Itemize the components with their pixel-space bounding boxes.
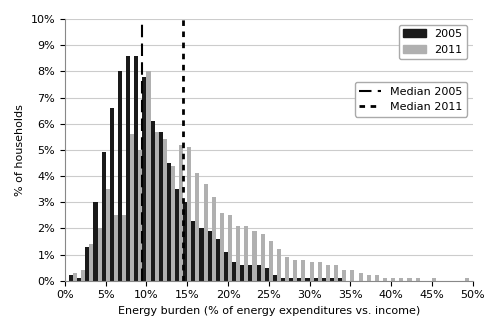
Bar xyxy=(130,134,134,281)
Y-axis label: % of households: % of households xyxy=(15,104,25,196)
Bar xyxy=(90,244,94,281)
Bar xyxy=(94,202,98,281)
Bar xyxy=(228,215,232,281)
Bar xyxy=(269,241,273,281)
Bar xyxy=(318,262,322,281)
Bar xyxy=(200,228,203,281)
Bar xyxy=(252,231,256,281)
Bar xyxy=(408,278,412,281)
Bar xyxy=(77,278,81,281)
Bar xyxy=(204,184,208,281)
Bar xyxy=(240,265,244,281)
Bar xyxy=(432,278,436,281)
Bar xyxy=(150,121,154,281)
Bar xyxy=(248,265,252,281)
Bar xyxy=(142,76,146,281)
Bar xyxy=(273,275,277,281)
Bar xyxy=(126,56,130,281)
Bar xyxy=(158,131,163,281)
Bar xyxy=(281,278,285,281)
Bar xyxy=(342,270,346,281)
Legend: Median 2005, Median 2011: Median 2005, Median 2011 xyxy=(355,82,467,117)
Bar xyxy=(232,262,236,281)
Bar xyxy=(264,268,269,281)
Bar xyxy=(110,108,114,281)
Bar xyxy=(314,278,318,281)
Bar xyxy=(196,173,200,281)
Bar xyxy=(334,265,338,281)
Bar xyxy=(86,247,89,281)
Bar xyxy=(310,262,314,281)
Bar xyxy=(73,273,77,281)
Bar xyxy=(183,202,187,281)
Bar xyxy=(302,260,306,281)
Bar xyxy=(175,189,179,281)
Bar xyxy=(358,273,362,281)
Bar xyxy=(298,278,302,281)
Bar xyxy=(134,56,138,281)
Bar xyxy=(256,265,260,281)
Bar xyxy=(69,275,73,281)
Bar xyxy=(192,220,196,281)
Bar xyxy=(350,270,354,281)
Bar xyxy=(122,215,126,281)
Bar xyxy=(138,150,142,281)
X-axis label: Energy burden (% of energy expenditures vs. income): Energy burden (% of energy expenditures … xyxy=(118,306,420,316)
Bar xyxy=(326,265,330,281)
Bar xyxy=(102,153,105,281)
Bar xyxy=(383,278,387,281)
Bar xyxy=(216,239,220,281)
Bar xyxy=(236,226,240,281)
Bar xyxy=(171,166,175,281)
Bar xyxy=(416,278,420,281)
Bar xyxy=(224,252,228,281)
Bar xyxy=(400,278,404,281)
Bar xyxy=(338,278,342,281)
Bar xyxy=(277,249,281,281)
Bar xyxy=(187,147,192,281)
Bar xyxy=(375,275,379,281)
Bar xyxy=(208,231,212,281)
Bar xyxy=(114,215,118,281)
Bar xyxy=(289,278,294,281)
Bar xyxy=(118,71,122,281)
Bar xyxy=(154,131,158,281)
Bar xyxy=(464,278,468,281)
Bar xyxy=(391,278,395,281)
Bar xyxy=(163,139,167,281)
Bar xyxy=(244,226,248,281)
Bar xyxy=(220,213,224,281)
Bar xyxy=(146,71,150,281)
Bar xyxy=(366,275,370,281)
Bar xyxy=(98,228,102,281)
Bar xyxy=(260,234,264,281)
Bar xyxy=(330,278,334,281)
Bar xyxy=(322,278,326,281)
Bar xyxy=(167,163,171,281)
Bar xyxy=(81,270,86,281)
Bar xyxy=(285,257,289,281)
Bar xyxy=(212,197,216,281)
Bar xyxy=(294,260,298,281)
Bar xyxy=(179,145,183,281)
Bar xyxy=(106,189,110,281)
Bar xyxy=(306,278,310,281)
